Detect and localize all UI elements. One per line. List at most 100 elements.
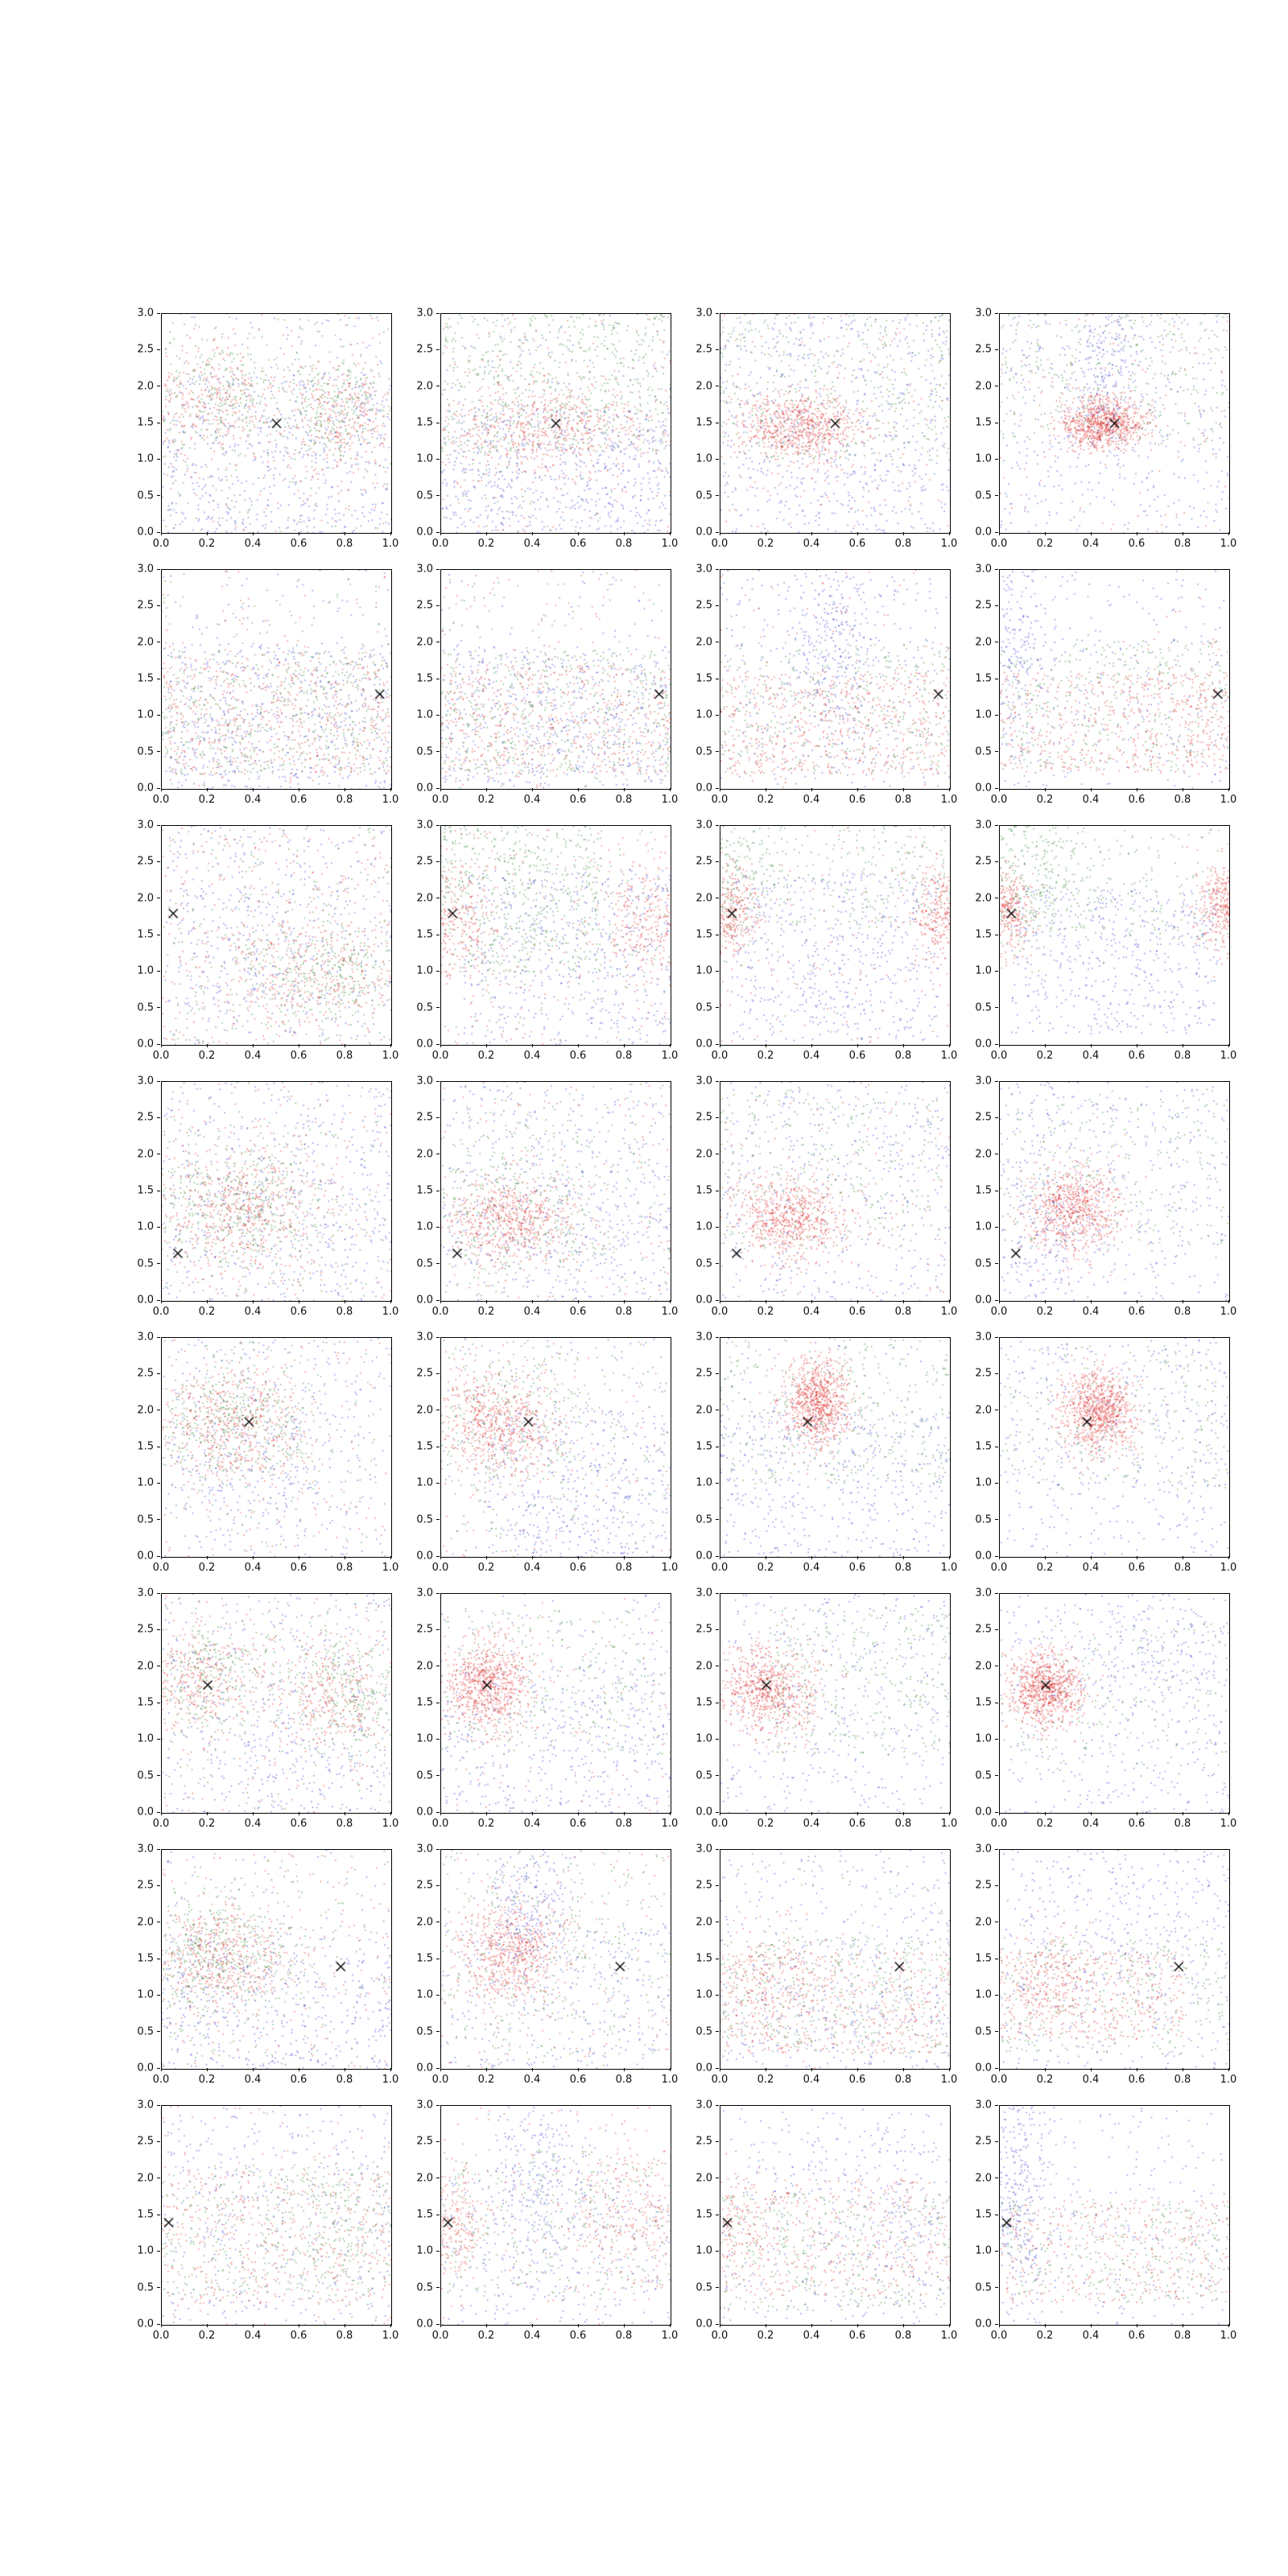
y-tick-mark	[157, 2323, 160, 2325]
x-tick-mark	[669, 1044, 671, 1047]
y-tick-label: 0.0	[696, 2318, 712, 2330]
y-tick-mark	[157, 2140, 160, 2142]
y-tick-mark	[995, 1043, 998, 1045]
y-tick-mark	[716, 787, 719, 789]
x-tick-mark	[902, 1300, 904, 1303]
y-tick-mark	[716, 1811, 719, 1813]
x-tick-label: 0.4	[1082, 1306, 1100, 1318]
x-tick-label: 0.2	[757, 1306, 774, 1318]
y-tick-label: 2.0	[137, 1660, 154, 1673]
y-tick-mark	[995, 2104, 998, 2106]
x-tick-mark	[252, 2324, 254, 2327]
x-tick-label: 0.6	[290, 1562, 308, 1574]
y-tick-mark	[157, 824, 160, 826]
scatter-canvas	[162, 1850, 391, 2069]
x-tick-label: 1.0	[1220, 1306, 1237, 1318]
x-tick-mark	[252, 1812, 254, 1815]
x-tick-mark	[948, 2324, 950, 2327]
x-tick-mark	[948, 788, 950, 791]
x-tick-label: 0.8	[615, 2330, 633, 2342]
scatter-canvas	[720, 1850, 950, 2069]
y-tick-mark	[157, 568, 160, 570]
x-tick-label: 0.6	[848, 1818, 866, 1830]
y-tick-label: 1.5	[416, 1184, 433, 1197]
x-tick-label: 0.2	[477, 1562, 495, 1574]
x-tick-label: 0.4	[244, 2074, 262, 2086]
y-tick-label: 0.5	[696, 745, 712, 758]
x-tick-mark	[902, 1812, 904, 1815]
y-tick-label: 0.5	[416, 2025, 433, 2038]
x-tick-label: 0.0	[711, 794, 729, 806]
y-tick-mark	[716, 861, 719, 862]
x-tick-mark	[440, 1300, 441, 1303]
y-tick-mark	[157, 1994, 160, 1996]
x-tick-mark	[857, 2068, 858, 2071]
x-tick-mark	[440, 788, 441, 791]
plot-area	[720, 1337, 951, 1558]
subplot-r4c1: 0.0 0.2 0.4 0.6 0.8 1.0 0.0 0.5 1.0 1.5 2.0 2.5 3.0	[137, 1075, 398, 1319]
x-tick-label: 1.0	[1220, 1562, 1237, 1574]
y-tick-label: 0.5	[137, 2025, 154, 2038]
y-tick-label: 3.0	[416, 563, 433, 576]
x-tick-label: 0.6	[1128, 794, 1146, 806]
x-tick-label: 0.2	[1036, 2330, 1054, 2342]
y-tick-label: 0.0	[416, 782, 433, 795]
x-tick-label: 0.4	[1082, 1818, 1100, 1830]
y-tick-label: 2.0	[416, 2172, 433, 2185]
y-tick-label: 1.0	[696, 1220, 712, 1233]
y-tick-label: 0.0	[416, 1294, 433, 1307]
y-tick-label: 1.0	[696, 2244, 712, 2257]
x-tick-mark	[390, 1300, 391, 1303]
y-tick-label: 2.5	[696, 1111, 712, 1124]
y-tick-label: 2.5	[416, 1367, 433, 1380]
y-tick-mark	[716, 824, 719, 826]
x-tick-mark	[206, 788, 208, 791]
x-tick-mark	[1090, 1044, 1092, 1047]
y-tick-mark	[157, 714, 160, 716]
y-tick-mark	[995, 1738, 998, 1740]
x-tick-label: 0.0	[152, 538, 170, 550]
y-tick-mark	[716, 495, 719, 497]
x-tick-label: 0.2	[198, 1562, 216, 1574]
x-tick-label: 1.0	[940, 1562, 958, 1574]
x-tick-mark	[623, 1044, 625, 1047]
y-tick-label: 1.5	[416, 928, 433, 941]
x-tick-label: 1.0	[940, 1818, 958, 1830]
y-tick-label: 3.0	[416, 819, 433, 832]
x-tick-mark	[252, 1044, 254, 1047]
subplot-r8c1: 0.0 0.2 0.4 0.6 0.8 1.0 0.0 0.5 1.0 1.5 2.0 2.5 3.0	[137, 2099, 398, 2343]
y-tick-label: 2.0	[416, 1660, 433, 1673]
y-tick-mark	[716, 751, 719, 753]
x-tick-mark	[998, 532, 1000, 535]
x-tick-label: 0.0	[152, 1562, 170, 1574]
x-tick-mark	[1090, 1812, 1092, 1815]
y-tick-label: 1.5	[696, 672, 712, 685]
subplot-r5c4: 0.0 0.2 0.4 0.6 0.8 1.0 0.0 0.5 1.0 1.5 2.0 2.5 3.0	[975, 1331, 1236, 1575]
y-tick-mark	[995, 2250, 998, 2252]
y-tick-label: 3.0	[137, 819, 154, 832]
y-tick-label: 0.5	[975, 1769, 992, 1782]
y-tick-label: 0.0	[975, 526, 992, 539]
subplot-r3c4: 0.0 0.2 0.4 0.6 0.8 1.0 0.0 0.5 1.0 1.5 2.0 2.5 3.0	[975, 819, 1236, 1063]
y-tick-label: 0.5	[416, 745, 433, 758]
x-tick-label: 0.6	[1128, 538, 1146, 550]
y-tick-mark	[995, 458, 998, 460]
y-tick-mark	[436, 2031, 440, 2033]
y-tick-mark	[716, 970, 719, 972]
y-tick-mark	[995, 1811, 998, 1813]
x-tick-label: 0.6	[1128, 2330, 1146, 2342]
x-tick-label: 0.6	[290, 2330, 308, 2342]
x-tick-label: 0.4	[244, 1818, 262, 1830]
x-tick-label: 1.0	[940, 1306, 958, 1318]
y-tick-label: 0.5	[975, 1001, 992, 1014]
scatter-canvas	[1000, 570, 1229, 789]
subplot-r8c2: 0.0 0.2 0.4 0.6 0.8 1.0 0.0 0.5 1.0 1.5 2.0 2.5 3.0	[416, 2099, 678, 2343]
y-tick-mark	[157, 2250, 160, 2252]
y-tick-label: 3.0	[696, 563, 712, 576]
x-tick-label: 0.6	[848, 1306, 866, 1318]
x-tick-label: 0.0	[152, 2330, 170, 2342]
y-tick-mark	[716, 1885, 719, 1886]
y-tick-label: 0.0	[416, 1806, 433, 1818]
x-tick-mark	[485, 1044, 487, 1047]
